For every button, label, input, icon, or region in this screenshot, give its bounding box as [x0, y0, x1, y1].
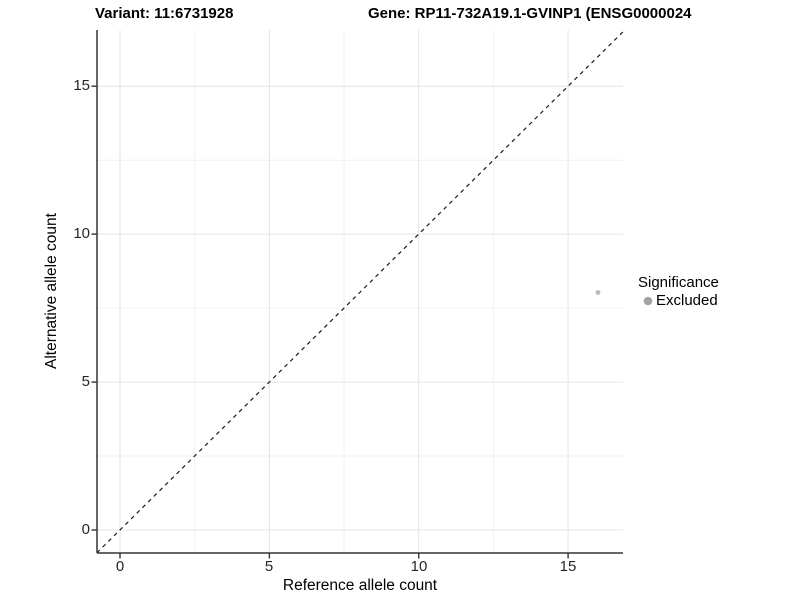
legend-title: Significance: [638, 274, 719, 291]
grid-major: [97, 30, 623, 553]
axis-lines: [96, 30, 623, 554]
legend-item-excluded: Excluded: [656, 292, 718, 309]
x-tick-label-15: 15: [559, 558, 577, 575]
y-tick-label-15: 15: [73, 77, 90, 94]
axis-ticks: [91, 85, 569, 559]
x-tick-label-0: 0: [115, 558, 125, 575]
y-axis-title: Alternative allele count: [43, 213, 60, 369]
gene-title: Gene: RP11-732A19.1-GVINP1 (ENSG0000024: [368, 5, 692, 22]
data-point: [595, 290, 601, 295]
x-tick-label-5: 5: [264, 558, 274, 575]
y-tick-label-5: 5: [81, 373, 90, 390]
identity-line: [96, 31, 624, 554]
x-tick-label-10: 10: [410, 558, 428, 575]
x-axis-title: Reference allele count: [282, 577, 438, 594]
y-tick-label-0: 0: [81, 521, 90, 538]
variant-title: Variant: 11:6731928: [95, 5, 234, 22]
legend-key-dot: [643, 296, 653, 306]
y-tick-label-10: 10: [73, 225, 90, 242]
grid-minor: [97, 30, 623, 553]
